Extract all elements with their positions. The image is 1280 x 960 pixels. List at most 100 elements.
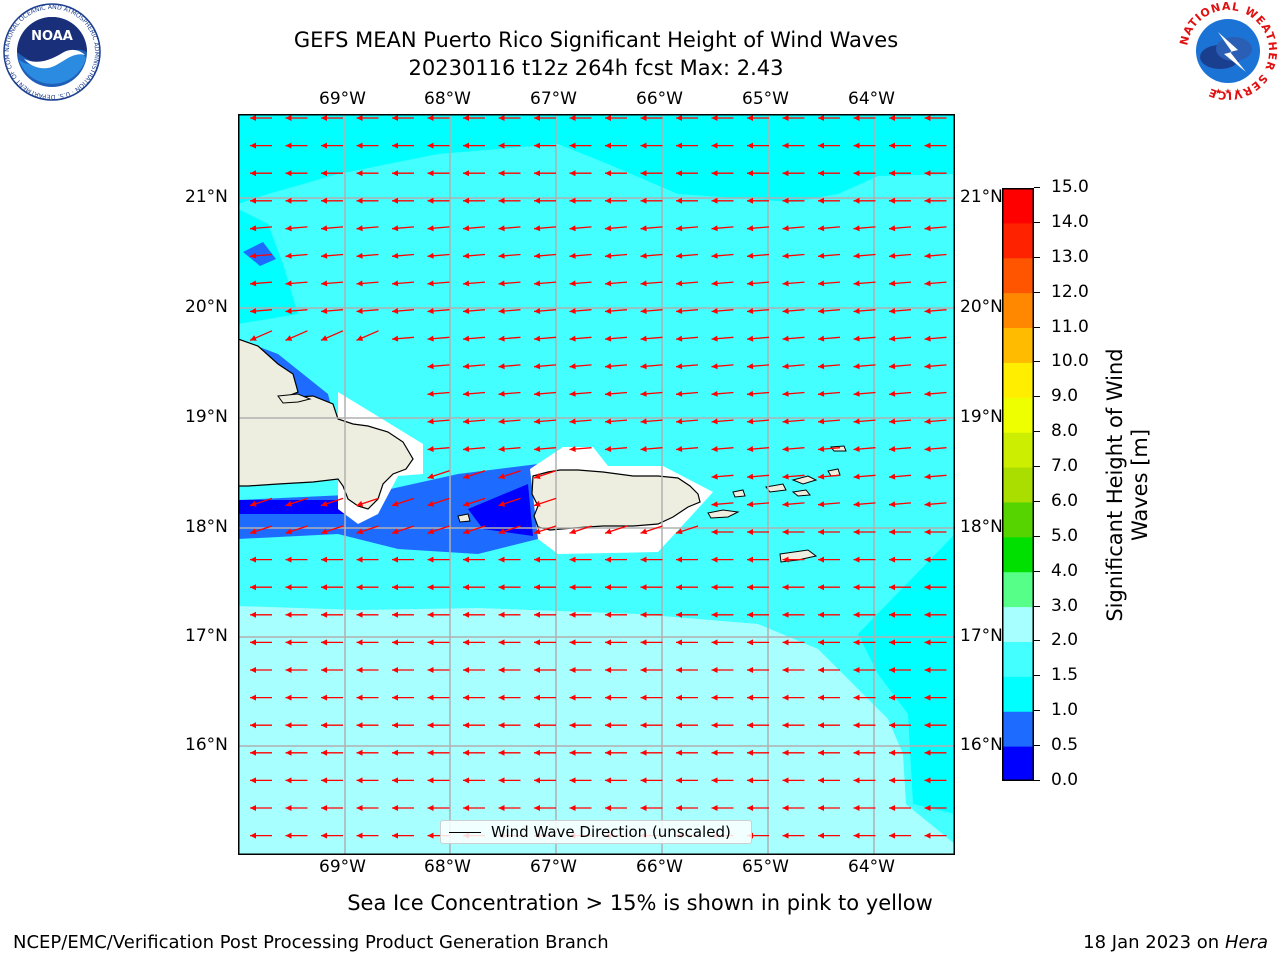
wave-direction-arrowhead: [747, 225, 754, 232]
lon-label-top-67w: 67°W: [530, 89, 577, 109]
wave-direction-arrowhead: [818, 639, 824, 646]
wave-direction-arrowhead: [747, 611, 753, 618]
wave-direction-arrowhead: [747, 115, 753, 121]
wave-direction-arrowhead: [569, 308, 576, 315]
wave-direction-arrowhead: [463, 556, 469, 563]
wave-direction-arrowhead: [534, 142, 540, 149]
wave-direction-arrowhead: [356, 611, 363, 618]
wave-direction-arrowhead: [853, 418, 860, 425]
wave-direction-arrowhead: [605, 446, 612, 453]
wave-direction-arrowhead: [427, 280, 434, 287]
wave-direction-arrowhead: [711, 501, 718, 508]
wave-direction-arrowhead: [356, 225, 363, 232]
wave-direction-arrowhead: [711, 529, 718, 535]
lat-label-left-20n: 20°N: [185, 297, 228, 317]
noaa-logo-text: NOAA: [31, 29, 73, 44]
wave-direction-arrowhead: [427, 197, 434, 204]
wave-direction-arrowhead: [711, 749, 718, 756]
wave-direction-arrowhead: [853, 667, 860, 673]
colorbar-tick-mark: [1034, 291, 1040, 293]
wave-direction-arrowhead: [321, 500, 328, 507]
wave-direction-arrowhead: [534, 197, 540, 204]
wave-direction-arrowhead: [747, 501, 754, 508]
wave-direction-arrowhead: [321, 777, 327, 784]
wave-direction-arrowhead: [676, 446, 683, 453]
wave-direction-arrowhead: [818, 805, 824, 811]
wave-direction-arrowhead: [534, 418, 541, 425]
lat-label-right-17n: 17°N: [960, 626, 1003, 646]
wave-direction-arrowhead: [747, 335, 754, 342]
map-panel: [237, 114, 955, 855]
wave-direction-arrowhead: [853, 390, 860, 397]
wave-direction-arrowhead: [676, 390, 683, 397]
wave-direction-arrowhead: [853, 529, 860, 535]
wave-direction-arrowhead: [924, 115, 931, 121]
wave-direction-arrowhead: [782, 639, 789, 646]
wave-direction-arrowhead: [250, 722, 256, 729]
wave-direction-arrowhead: [250, 694, 256, 701]
wave-direction-arrowhead: [498, 528, 506, 535]
wave-direction-arrowhead: [285, 584, 292, 591]
wave-direction-arrowhead: [676, 639, 682, 646]
wave-direction-arrowhead: [747, 390, 754, 397]
wave-direction-arrowhead: [782, 832, 789, 839]
wave-direction-arrowhead: [569, 805, 576, 811]
wave-direction-arrowhead: [853, 280, 860, 287]
wave-band-2-3-south: [238, 606, 955, 855]
wave-direction-arrowhead: [569, 142, 576, 149]
wave-direction-arrowhead: [534, 225, 541, 232]
wave-direction-arrowhead: [285, 170, 292, 177]
wave-direction-arrowhead: [463, 418, 470, 425]
wave-direction-arrowhead: [534, 335, 541, 342]
wave-direction-arrowhead: [285, 197, 292, 204]
wave-direction-arrowhead: [782, 280, 789, 287]
wave-direction-arrowhead: [747, 308, 754, 315]
wave-direction-arrowhead: [534, 639, 540, 646]
wave-direction-arrowhead: [711, 197, 718, 204]
wave-direction-arrowhead: [818, 529, 824, 535]
wave-direction-arrowhead: [782, 529, 789, 535]
wave-direction-arrowhead: [569, 584, 576, 591]
wave-direction-arrowhead: [250, 115, 256, 121]
map-gridlines: [238, 114, 955, 855]
wave-direction-arrowhead: [924, 749, 931, 756]
colorbar-tick-label: 6.0: [1051, 490, 1079, 511]
wave-direction-arrowhead: [711, 390, 718, 397]
wave-direction-arrowhead: [392, 556, 398, 563]
colorbar-tick-label: 1.0: [1051, 700, 1079, 721]
wave-direction-arrowhead: [463, 308, 470, 315]
wave-direction-arrowhead: [463, 252, 470, 259]
wave-direction-arrowhead: [250, 611, 256, 618]
wave-direction-arrowhead: [498, 639, 505, 646]
wave-direction-arrowhead: [747, 363, 754, 370]
wave-direction-arrowhead: [782, 390, 789, 397]
colorbar-segment: [1002, 571, 1034, 608]
wave-direction-arrowhead: [250, 252, 257, 259]
wave-direction-arrowhead: [427, 115, 434, 121]
wave-direction-arrowhead: [250, 749, 256, 756]
wave-direction-arrowhead: [356, 667, 363, 673]
wave-direction-arrowhead: [427, 694, 434, 701]
colorbar-segment: [1002, 292, 1034, 329]
wave-direction-arrowhead: [676, 335, 683, 342]
colorbar-tick-mark: [1034, 780, 1040, 781]
wave-direction-arrowhead: [605, 390, 612, 397]
wave-direction-arrowhead: [356, 805, 363, 811]
wave-direction-arrowhead: [889, 390, 896, 397]
wave-band-0-0p5-passage: [468, 484, 533, 536]
wave-direction-arrowhead: [321, 115, 327, 121]
wave-direction-arrowhead: [356, 252, 363, 259]
colorbar-tick-label: 5.0: [1051, 525, 1079, 546]
wave-direction-arrowhead: [889, 280, 896, 287]
colorbar-tick-label: 8.0: [1051, 421, 1079, 442]
wave-direction-arrowhead: [285, 777, 292, 784]
wave-direction-arrowhead: [818, 777, 824, 784]
wave-direction-arrowhead: [498, 611, 505, 618]
colorbar-tick-mark: [1034, 535, 1040, 537]
lat-label-right-21n: 21°N: [960, 187, 1003, 207]
wave-direction-arrowhead: [321, 280, 328, 287]
wave-direction-arrowhead: [321, 611, 327, 618]
wave-direction-arrowhead: [676, 308, 683, 315]
wave-direction-arrowhead: [924, 639, 931, 646]
wave-direction-arrowhead: [782, 363, 789, 370]
